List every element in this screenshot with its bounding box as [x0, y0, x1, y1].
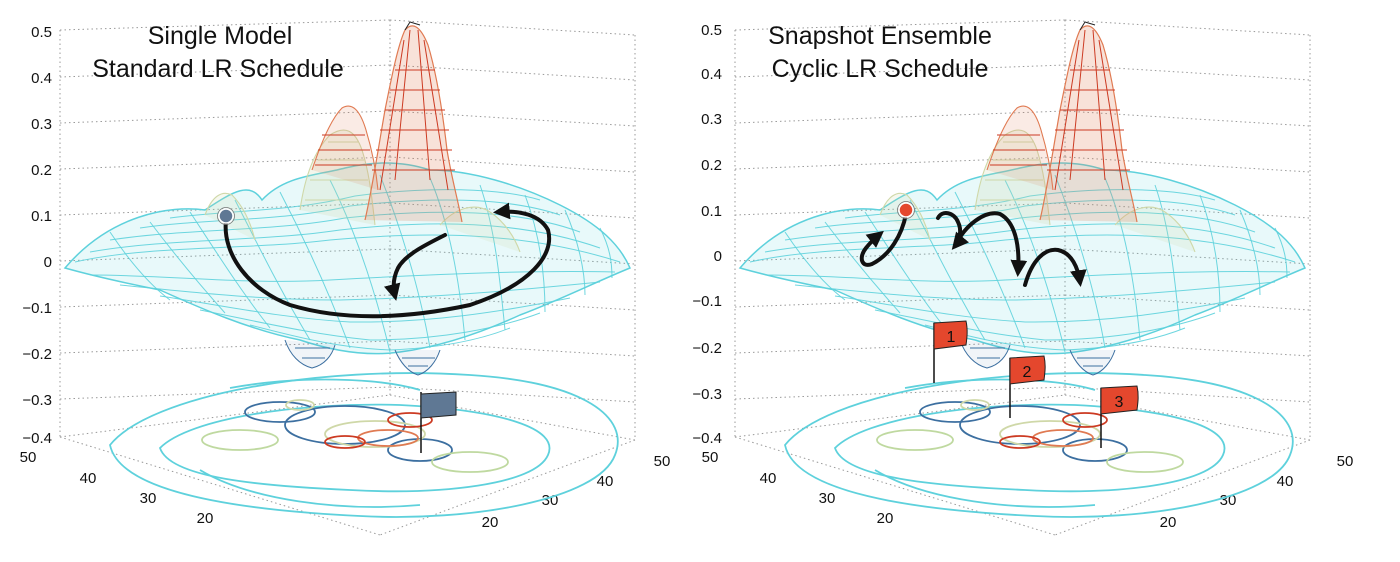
box-grid-right [734, 19, 1311, 536]
x-tick-label: 40 [597, 473, 614, 490]
z-tick-label: −0.3 [692, 386, 722, 403]
z-tick-label: 0.5 [31, 24, 52, 41]
snapshot-flag-3: 3 [1100, 385, 1139, 448]
start-point-marker [898, 202, 914, 218]
z-gridlines-right [734, 64, 1311, 403]
y-tick-label: 50 [702, 449, 719, 466]
z-tick-label: −0.1 [692, 293, 722, 310]
flag-number: 1 [947, 329, 956, 346]
x-tick-label: 30 [1220, 492, 1237, 509]
x-axis-tick-labels-left: 20 30 40 50 [482, 453, 671, 531]
mesh-dips-right [959, 339, 1116, 376]
title-line2: Cyclic LR Schedule [772, 55, 989, 83]
flag-left [420, 391, 457, 453]
x-tick-label: 50 [1337, 453, 1354, 470]
y-axis-tick-labels-right: 50 40 30 20 [702, 449, 894, 527]
z-axis-tick-labels-right: 0.5 0.4 0.3 0.2 0.1 0 −0.1 −0.2 −0.3 −0.… [692, 22, 722, 447]
z-axis-tick-labels-left: 0.5 0.4 0.3 0.2 0.1 0 −0.1 −0.2 −0.3 −0.… [22, 24, 52, 447]
flag-number: 2 [1023, 364, 1032, 381]
y-tick-label: 40 [80, 470, 97, 487]
title-line2: Standard LR Schedule [92, 55, 344, 83]
z-tick-label: −0.1 [22, 300, 52, 317]
snapshot-flag-2: 2 [1009, 355, 1046, 418]
z-tick-label: −0.2 [22, 346, 52, 363]
mesh-peaks-left [311, 21, 463, 223]
mesh-surface-left [63, 21, 631, 376]
snapshot-flag-1: 1 [933, 320, 968, 383]
title-line1: Snapshot Ensemble [768, 22, 992, 50]
z-tick-label: −0.3 [22, 392, 52, 409]
z-tick-label: −0.4 [692, 430, 722, 447]
z-tick-label: 0.1 [31, 208, 52, 225]
z-tick-label: 0.5 [701, 22, 722, 39]
x-axis-tick-labels-right: 20 30 40 50 [1160, 453, 1354, 531]
z-tick-label: 0 [44, 254, 52, 271]
start-point-marker [218, 208, 234, 224]
mesh-peaks-right [986, 21, 1138, 223]
title-line1: Single Model [148, 22, 293, 50]
y-tick-label: 30 [819, 490, 836, 507]
z-tick-label: 0 [714, 248, 722, 265]
trajectory-right [859, 201, 1087, 287]
x-tick-label: 50 [654, 453, 671, 470]
z-tick-label: 0.2 [31, 162, 52, 179]
y-tick-label: 40 [760, 470, 777, 487]
x-tick-label: 30 [542, 492, 559, 509]
panel-right: 0.5 0.4 0.3 0.2 0.1 0 −0.1 −0.2 −0.3 −0.… [692, 19, 1354, 536]
y-tick-label: 30 [140, 490, 157, 507]
z-tick-label: −0.2 [692, 340, 722, 357]
flag-marker [420, 391, 457, 419]
y-tick-label: 20 [877, 510, 894, 527]
z-tick-label: 0.3 [701, 111, 722, 128]
y-axis-tick-labels-left: 50 40 30 20 [20, 449, 214, 527]
mesh-surface-right [738, 21, 1306, 376]
z-tick-label: 0.4 [701, 66, 722, 83]
z-tick-label: −0.4 [22, 430, 52, 447]
panel-left: 0.5 0.4 0.3 0.2 0.1 0 −0.1 −0.2 −0.3 −0.… [20, 19, 671, 536]
flag-number: 3 [1115, 394, 1124, 411]
x-tick-label: 40 [1277, 473, 1294, 490]
mesh-dips-left [284, 339, 441, 376]
trajectory-left [217, 202, 552, 319]
x-tick-label: 20 [1160, 514, 1177, 531]
z-tick-label: 0.3 [31, 116, 52, 133]
contour-plot-left [109, 372, 619, 518]
y-tick-label: 20 [197, 510, 214, 527]
z-tick-label: 0.1 [701, 203, 722, 220]
x-tick-label: 20 [482, 514, 499, 531]
z-tick-label: 0.2 [701, 157, 722, 174]
z-tick-label: 0.4 [31, 70, 52, 87]
y-tick-label: 50 [20, 449, 37, 466]
